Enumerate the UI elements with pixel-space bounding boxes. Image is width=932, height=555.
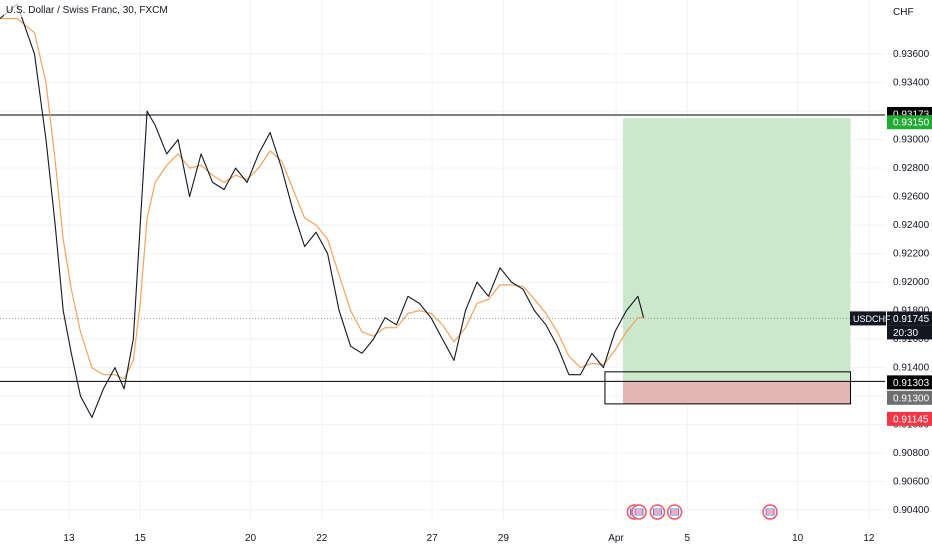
current-price-tag-text: 0.91745	[893, 314, 930, 325]
y-tick-label: 0.90400	[893, 505, 930, 516]
us-flag-icon[interactable]	[762, 504, 778, 520]
x-tick-label: 20	[245, 533, 257, 544]
chart-title: U.S. Dollar / Swiss Franc, 30, FXCM	[4, 4, 170, 17]
x-tick-label: 10	[792, 533, 804, 544]
stop-loss-zone[interactable]	[622, 381, 851, 404]
y-tick-label: 0.91600	[893, 334, 930, 345]
countdown-tag[interactable]: 20:30	[887, 325, 932, 340]
currency-label: CHF	[893, 7, 914, 18]
y-tick-label: 0.91800	[893, 306, 930, 317]
target-price-tag[interactable]: 0.93150	[887, 115, 932, 130]
symbol-tag-text: USDCHF	[853, 314, 891, 324]
price-line	[0, 3, 645, 418]
current-price-tag[interactable]: 0.91745	[887, 311, 932, 326]
y-tick-label: 0.93400	[893, 78, 930, 89]
y-tick-label: 0.90800	[893, 448, 930, 459]
x-tick-label: 15	[135, 533, 147, 544]
current-price-tag-bg	[887, 311, 932, 326]
us-flag-icon[interactable]	[666, 504, 683, 520]
event-markers	[626, 504, 778, 520]
entry-price-tag[interactable]: 0.91300	[887, 390, 932, 405]
y-tick-label: 0.92800	[893, 163, 930, 174]
symbol-tag-bg	[850, 311, 886, 326]
level-tag-lower[interactable]: 0.91303	[887, 375, 932, 390]
us-flag-icon[interactable]	[631, 504, 647, 520]
axes-layer: 0.904000.906000.908000.910000.912000.914…	[63, 49, 932, 544]
target-price-tag-text: 0.93150	[893, 118, 930, 129]
flag-body	[634, 508, 644, 516]
entry-price-tag-text: 0.91300	[893, 393, 930, 404]
y-tick-label: 0.92600	[893, 192, 930, 203]
x-tick-label: 12	[863, 533, 875, 544]
level-tag-lower-text: 0.91303	[893, 378, 930, 389]
flag-body	[653, 508, 662, 516]
y-tick-label: 0.92000	[893, 277, 930, 288]
x-tick-label: Apr	[608, 533, 624, 544]
horizontal-lines	[0, 114, 885, 382]
countdown-tag-text: 20:30	[893, 328, 918, 339]
stop-price-tag[interactable]: 0.91145	[887, 411, 932, 426]
y-tick-label: 0.92400	[893, 220, 930, 231]
x-tick-label: 22	[316, 533, 328, 544]
x-tick-label: 27	[427, 533, 439, 544]
x-tick-label: 29	[498, 533, 510, 544]
y-tick-label: 0.91400	[893, 363, 930, 374]
y-tick-label: 0.90600	[893, 477, 930, 488]
stop-price-tag-text: 0.91145	[893, 414, 929, 425]
countdown-tag-bg	[887, 325, 932, 340]
y-tick-label: 0.93600	[893, 49, 930, 60]
us-flag-icon[interactable]	[649, 504, 666, 520]
target-price-tag-bg	[887, 115, 932, 130]
y-tick-label: 0.93000	[893, 135, 930, 146]
symbol-tag[interactable]: USDCHF	[850, 311, 891, 326]
selection-box[interactable]	[604, 371, 852, 405]
level-tag-lower-bg	[887, 375, 932, 390]
series-layer	[0, 3, 645, 418]
x-tick-label: 5	[685, 533, 691, 544]
flag-body	[670, 508, 680, 516]
level-tag-upper-text: 0.93173	[893, 109, 930, 120]
stop-price-tag-bg	[887, 411, 932, 426]
position-tool	[604, 118, 852, 405]
entry-price-tag-bg	[887, 390, 932, 405]
flag-body	[765, 508, 775, 516]
x-tick-label: 13	[63, 533, 75, 544]
profit-zone[interactable]	[622, 118, 851, 382]
y-tick-label: 0.92200	[893, 249, 930, 260]
